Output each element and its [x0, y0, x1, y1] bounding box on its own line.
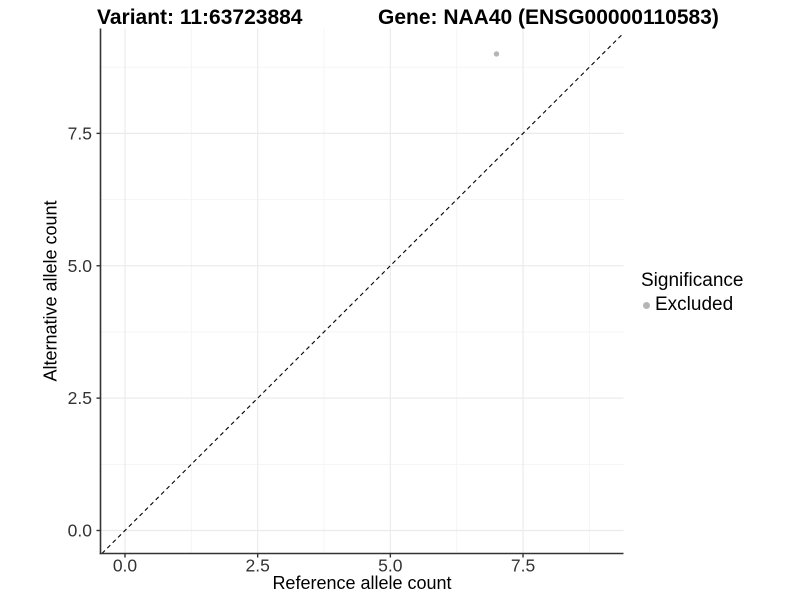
- x-tick-label: 5.0: [378, 556, 403, 576]
- data-point: [493, 51, 500, 57]
- y-tick-label: 0.0: [68, 521, 93, 541]
- legend-title: Significance: [641, 270, 744, 291]
- y-tick-label: 2.5: [68, 388, 92, 408]
- x-tick-label: 0.0: [113, 556, 138, 576]
- legend: Significance Excluded: [641, 270, 743, 316]
- legend-key-dot-icon: [643, 301, 650, 309]
- variant-title: Variant: 11:63723884: [97, 6, 303, 29]
- y-tick-label: 5.0: [68, 256, 93, 276]
- x-axis-title: Reference allele count: [272, 573, 452, 593]
- x-tick-label: 2.5: [246, 556, 270, 576]
- gene-title: Gene: NAA40 (ENSG00000110583): [378, 6, 719, 29]
- identity-dashed-line: [101, 32, 624, 554]
- y-tick-label: 7.5: [68, 123, 92, 143]
- legend-item-label: Excluded: [655, 294, 734, 315]
- legend-item-excluded: Excluded: [641, 294, 743, 316]
- y-axis-title: Alternative allele count: [40, 200, 61, 382]
- x-tick-label: 7.5: [511, 556, 535, 576]
